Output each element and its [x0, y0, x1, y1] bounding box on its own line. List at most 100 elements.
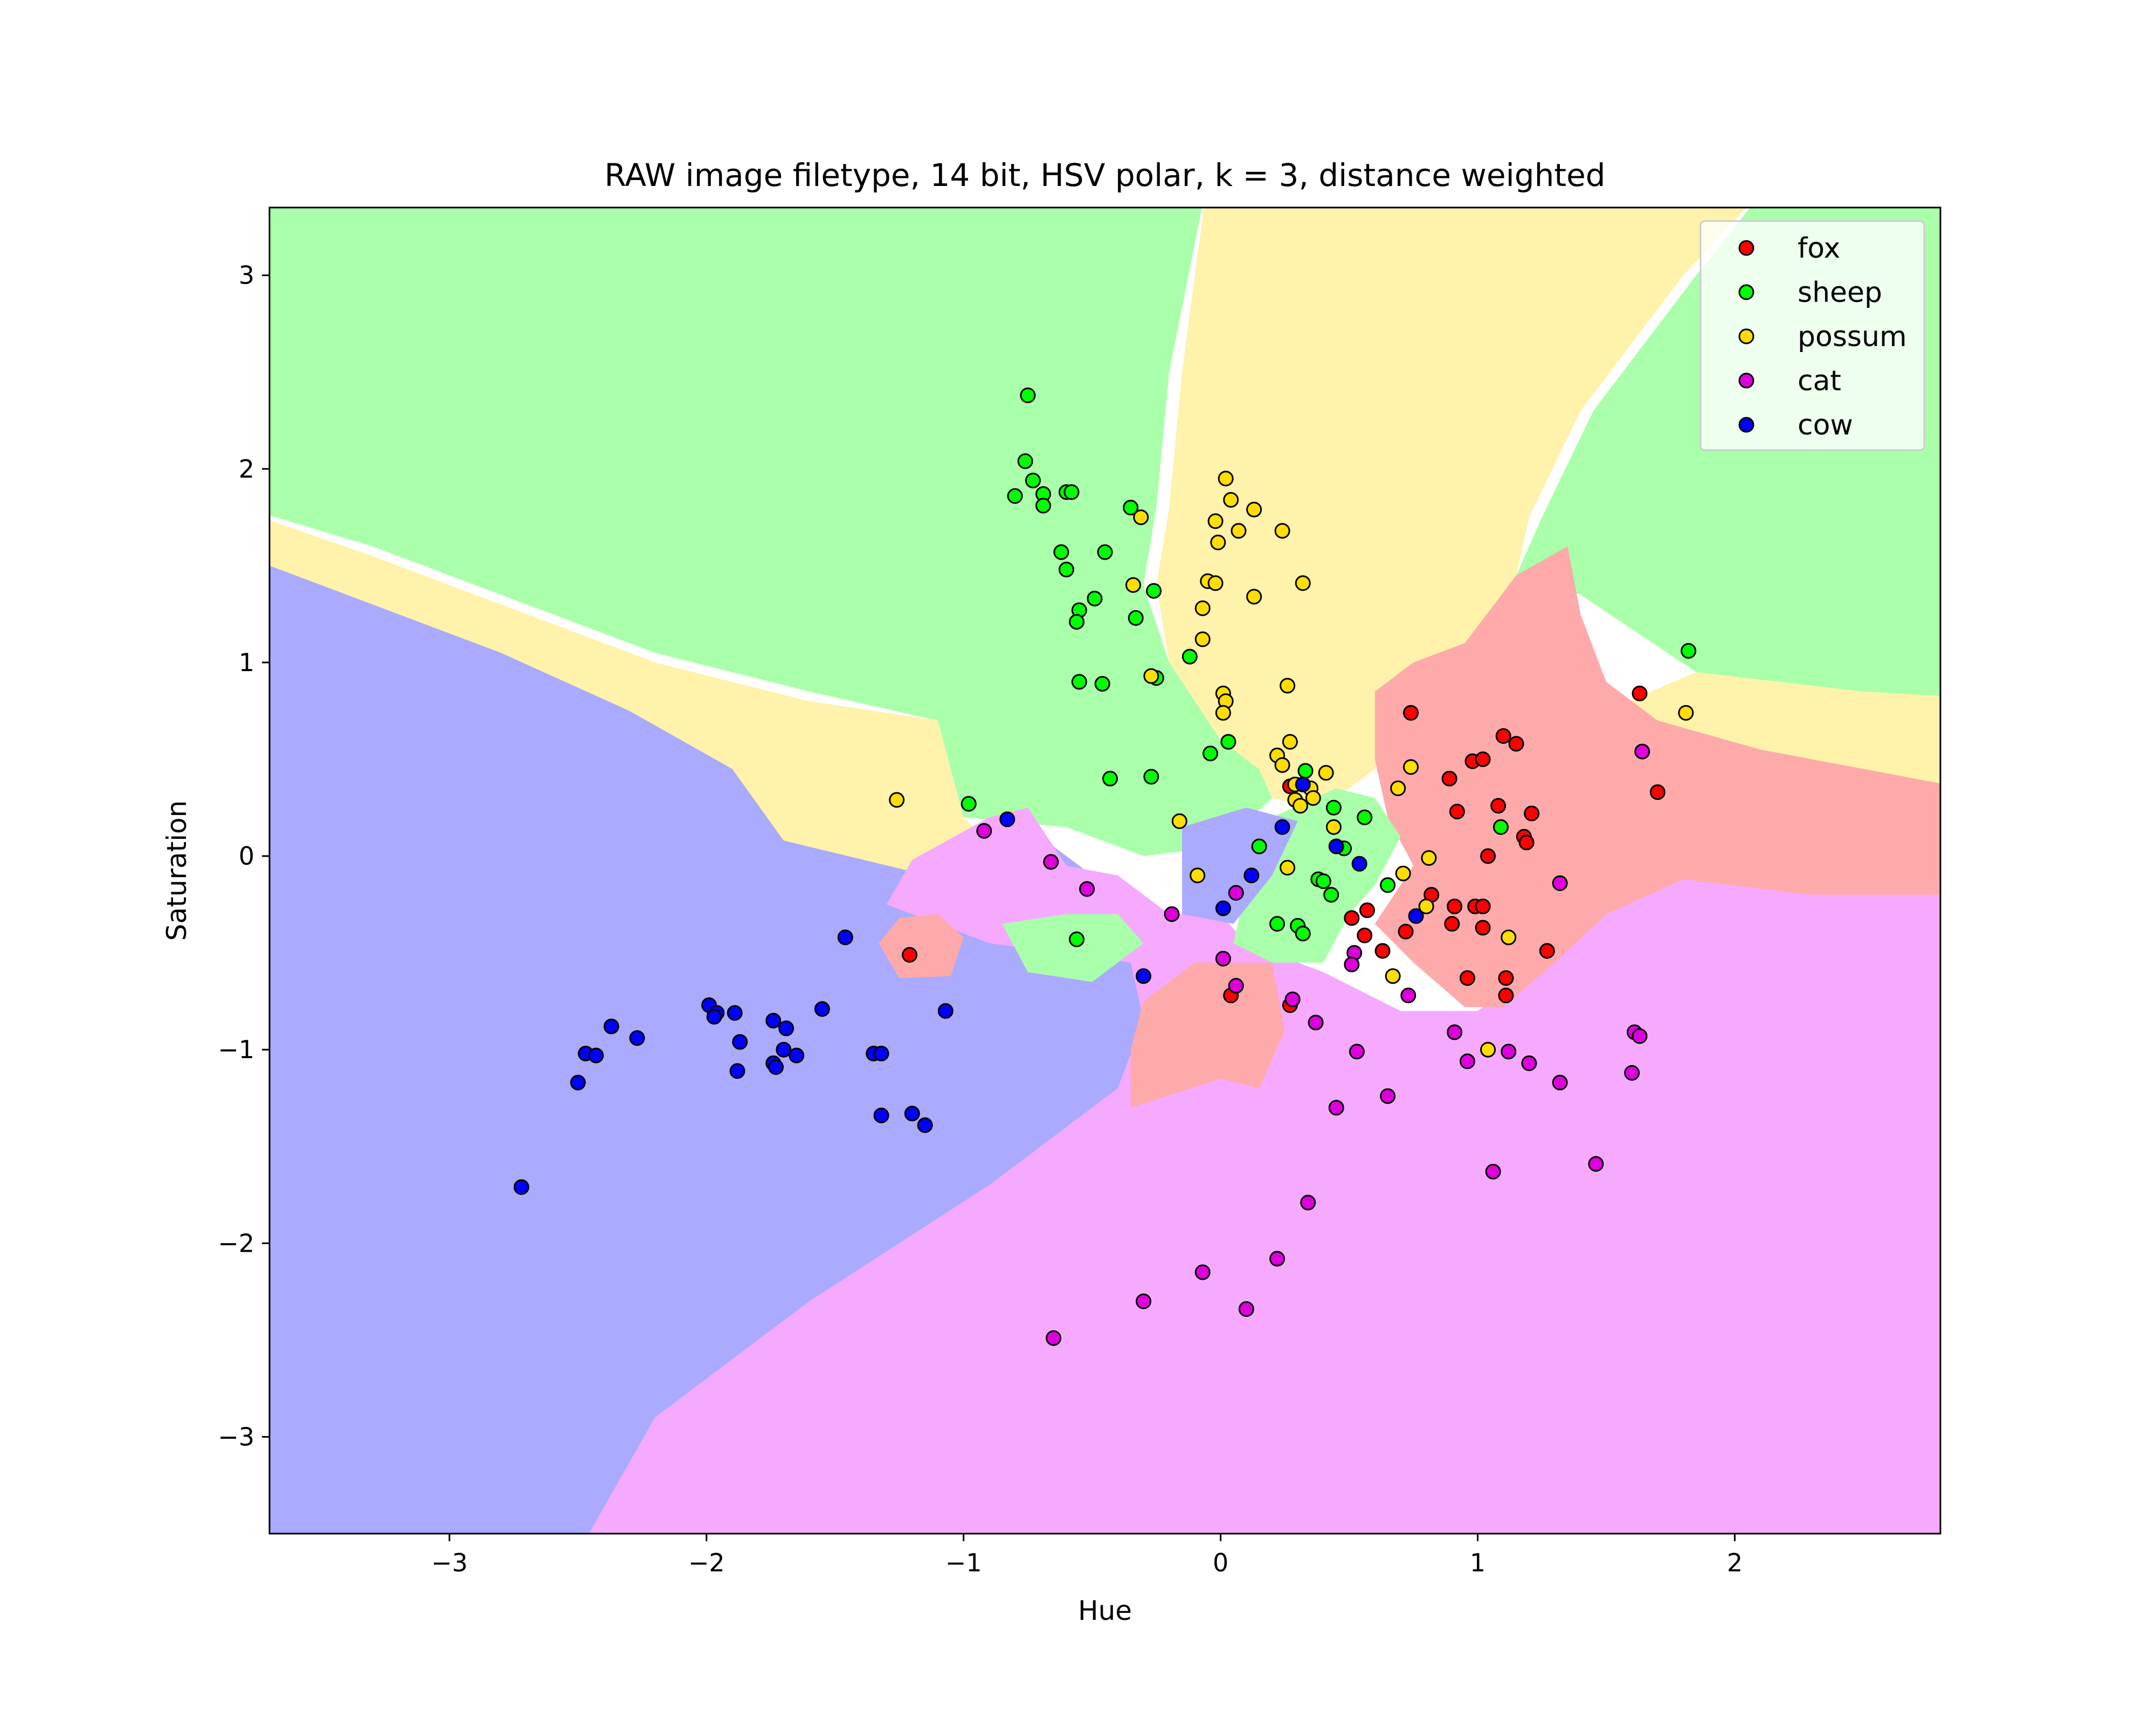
data-point-sheep [1007, 488, 1023, 504]
data-point-cat [1447, 1024, 1463, 1040]
data-point-cow [1408, 908, 1424, 924]
data-point-cow [729, 1063, 745, 1079]
data-point-fox [1480, 848, 1496, 864]
data-point-fox [1447, 898, 1463, 914]
legend-marker-fox [1738, 240, 1754, 256]
data-point-cat [1194, 1264, 1211, 1280]
data-point-fox [1518, 834, 1535, 851]
data-point-cow [873, 1045, 889, 1061]
data-point-possum [1274, 523, 1290, 539]
data-point-sheep [1053, 544, 1069, 560]
data-point-possum [1190, 867, 1206, 884]
data-point-possum [1678, 705, 1694, 721]
data-point-cow [603, 1018, 619, 1034]
x-axis-label: Hue [1078, 1595, 1132, 1626]
data-point-cat [1308, 1015, 1324, 1031]
data-point-cow [706, 1009, 722, 1025]
data-point-fox [1398, 923, 1414, 940]
data-point-cow [917, 1117, 933, 1133]
data-point-sheep [1020, 387, 1036, 403]
data-point-fox [1524, 805, 1540, 822]
data-point-possum [1125, 577, 1141, 593]
data-point-sheep [1058, 562, 1074, 578]
data-point-possum [1501, 929, 1517, 946]
data-point-fox [1359, 902, 1375, 919]
y-axis-label: Saturation [161, 801, 192, 941]
data-point-cow [1295, 776, 1311, 792]
data-point-fox [1344, 910, 1360, 926]
data-point-sheep [1295, 926, 1311, 942]
data-point-possum [1194, 600, 1211, 616]
data-point-cow [1215, 900, 1231, 916]
data-point-possum [1390, 780, 1406, 796]
y-tick-label: −2 [218, 1229, 254, 1258]
data-point-cat [1552, 875, 1568, 891]
data-point-cow [937, 1003, 953, 1019]
data-point-possum [1480, 1041, 1496, 1058]
data-point-possum [1325, 819, 1342, 835]
data-point-possum [1143, 668, 1159, 684]
data-point-possum [1223, 492, 1239, 508]
data-point-cat [1046, 1330, 1062, 1346]
data-point-fox [1495, 728, 1511, 744]
data-point-sheep [1128, 610, 1144, 626]
data-point-cat [1328, 1100, 1344, 1116]
data-point-fox [1490, 798, 1507, 814]
legend-label-fox: fox [1798, 232, 1840, 265]
data-point-cow [1274, 819, 1290, 835]
data-point-cat [1079, 881, 1095, 897]
data-point-sheep [1097, 544, 1113, 560]
data-point-cow [814, 1001, 830, 1017]
x-tick-label: 1 [1470, 1548, 1485, 1577]
data-point-cat [1624, 1065, 1640, 1081]
data-point-sheep [1102, 770, 1118, 786]
data-point-cat [1228, 885, 1244, 901]
data-point-possum [1215, 705, 1231, 721]
data-point-cow [765, 1012, 782, 1029]
data-point-cow [904, 1106, 920, 1122]
data-point-sheep [1069, 931, 1085, 947]
data-point-fox [1498, 988, 1514, 1004]
data-point-possum [1171, 813, 1187, 829]
region-cow-pocket [1182, 808, 1298, 924]
data-point-possum [1418, 898, 1434, 914]
data-point-possum [1282, 734, 1298, 750]
data-point-cat [1632, 1028, 1648, 1044]
region-fox-wedge [1130, 962, 1285, 1108]
data-point-possum [889, 792, 905, 808]
data-point-cow [768, 1059, 784, 1075]
data-point-sheep [1181, 648, 1198, 665]
data-point-possum [1318, 765, 1334, 781]
data-point-cow [588, 1047, 604, 1064]
data-point-fox [1498, 970, 1514, 986]
data-point-fox [1508, 736, 1524, 752]
data-point-possum [1246, 501, 1262, 518]
data-point-sheep [1325, 799, 1342, 816]
data-point-cat [1136, 1293, 1152, 1309]
data-point-fox [1475, 898, 1491, 914]
x-axis: −3 −2 −1 0 1 2 [431, 1534, 1743, 1577]
y-tick-label: 3 [239, 261, 254, 290]
y-axis: −3 −2 −1 0 1 2 3 [218, 261, 270, 1451]
data-point-cow [513, 1179, 529, 1195]
data-point-cow [873, 1107, 889, 1123]
data-point-cow [1243, 867, 1260, 884]
x-tick-label: −1 [945, 1548, 982, 1577]
data-point-sheep [960, 796, 977, 812]
data-point-cow [732, 1034, 748, 1050]
data-point-possum [1218, 471, 1234, 487]
y-tick-label: 0 [239, 841, 254, 871]
legend-label-cow: cow [1798, 409, 1853, 441]
data-point-cow [776, 1041, 792, 1058]
data-point-cow [1136, 968, 1152, 984]
data-point-sheep [1203, 746, 1219, 762]
data-point-sheep [1123, 500, 1139, 516]
data-point-possum [1421, 850, 1437, 866]
data-point-possum [1280, 860, 1296, 876]
data-point-sheep [1071, 674, 1087, 690]
data-point-sheep [1017, 453, 1033, 469]
data-point-cat [976, 823, 992, 839]
data-point-possum [1385, 968, 1401, 984]
data-point-fox [1441, 770, 1457, 786]
legend-box [1699, 220, 1925, 451]
